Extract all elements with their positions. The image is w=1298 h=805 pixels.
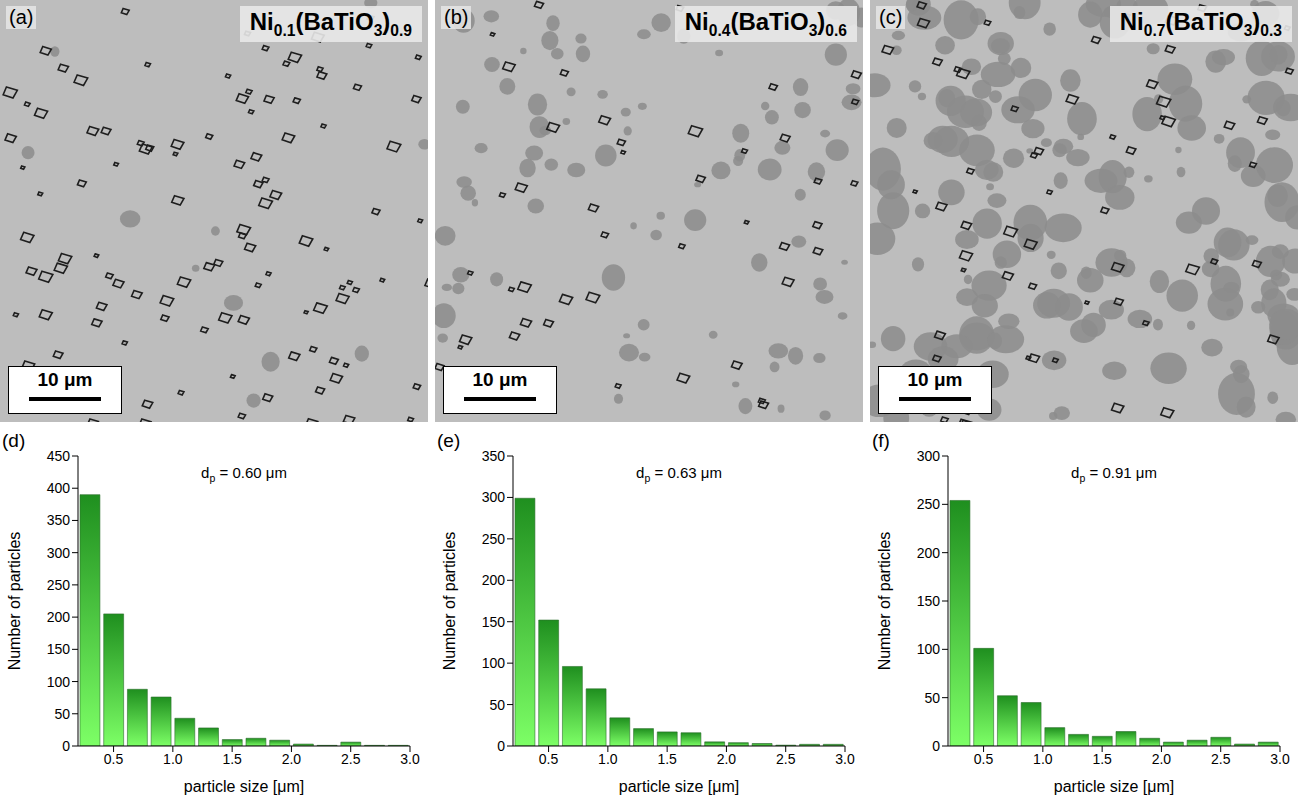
svg-text:1.0: 1.0: [598, 751, 618, 767]
svg-text:350: 350: [47, 512, 71, 528]
svg-text:200: 200: [47, 609, 71, 625]
svg-text:2.0: 2.0: [717, 751, 737, 767]
svg-text:100: 100: [482, 655, 506, 671]
svg-text:350: 350: [482, 448, 506, 464]
svg-text:150: 150: [47, 641, 71, 657]
html-text:10 μm: 10 μm: [472, 369, 528, 390]
svg-text:50: 50: [924, 690, 940, 706]
html-text:Ni0.4(BaTiO3)0.6: Ni0.4(BaTiO3)0.6: [684, 8, 847, 39]
svg-text:particle size [μm]: particle size [μm]: [1054, 778, 1174, 795]
svg-text:3.0: 3.0: [400, 751, 420, 767]
svg-text:50: 50: [489, 697, 505, 713]
svg-text:450: 450: [47, 448, 71, 464]
svg-text:400: 400: [47, 480, 71, 496]
svg-text:2.0: 2.0: [282, 751, 302, 767]
svg-text:250: 250: [917, 496, 941, 512]
svg-text:0: 0: [932, 738, 940, 754]
svg-text:Number of particles: Number of particles: [441, 532, 458, 671]
svg-text:300: 300: [482, 489, 506, 505]
svg-text:0: 0: [62, 738, 70, 754]
svg-text:100: 100: [47, 674, 71, 690]
svg-text:2.5: 2.5: [776, 751, 796, 767]
svg-text:50: 50: [54, 706, 70, 722]
svg-text:Number of particles: Number of particles: [876, 532, 893, 671]
svg-text:300: 300: [47, 545, 71, 561]
html-text:dp= 0.63 μm: dp= 0.63 μm: [636, 464, 722, 484]
svg-text:0.5: 0.5: [104, 751, 124, 767]
svg-text:150: 150: [482, 614, 506, 630]
svg-text:200: 200: [482, 572, 506, 588]
svg-text:2.5: 2.5: [1211, 751, 1231, 767]
svg-text:particle size [μm]: particle size [μm]: [184, 778, 304, 795]
svg-text:0: 0: [497, 738, 505, 754]
svg-text:0.5: 0.5: [539, 751, 559, 767]
html-text:10 μm: 10 μm: [37, 369, 93, 390]
html-text:dp= 0.60 μm: dp= 0.60 μm: [201, 464, 287, 484]
html-text:(e): (e): [437, 430, 461, 451]
svg-text:1.5: 1.5: [222, 751, 242, 767]
html-text:(b): (b): [444, 6, 469, 28]
html-text:10 μm: 10 μm: [907, 369, 963, 390]
html-text:dp= 0.91 μm: dp= 0.91 μm: [1071, 464, 1157, 484]
svg-text:1.0: 1.0: [163, 751, 183, 767]
svg-text:2.5: 2.5: [341, 751, 361, 767]
svg-text:Number of particles: Number of particles: [6, 532, 23, 671]
svg-text:1.5: 1.5: [1092, 751, 1112, 767]
svg-text:1.5: 1.5: [657, 751, 677, 767]
html-text:Ni0.1(BaTiO3)0.9: Ni0.1(BaTiO3)0.9: [249, 8, 412, 39]
svg-text:150: 150: [917, 593, 941, 609]
svg-text:particle size [μm]: particle size [μm]: [619, 778, 739, 795]
html-text:(c): (c): [879, 6, 903, 28]
html-text:(f): (f): [872, 430, 890, 451]
svg-text:300: 300: [917, 448, 941, 464]
svg-text:250: 250: [482, 531, 506, 547]
svg-text:2.0: 2.0: [1152, 751, 1172, 767]
svg-text:250: 250: [47, 577, 71, 593]
html-text:(d): (d): [2, 430, 26, 451]
html-text:Ni0.7(BaTiO3)0.3: Ni0.7(BaTiO3)0.3: [1119, 8, 1282, 39]
svg-text:3.0: 3.0: [1270, 751, 1290, 767]
svg-text:200: 200: [917, 545, 941, 561]
html-text:(a): (a): [9, 6, 34, 28]
svg-text:0.5: 0.5: [974, 751, 994, 767]
svg-text:3.0: 3.0: [835, 751, 855, 767]
svg-text:100: 100: [917, 641, 941, 657]
svg-text:1.0: 1.0: [1033, 751, 1053, 767]
